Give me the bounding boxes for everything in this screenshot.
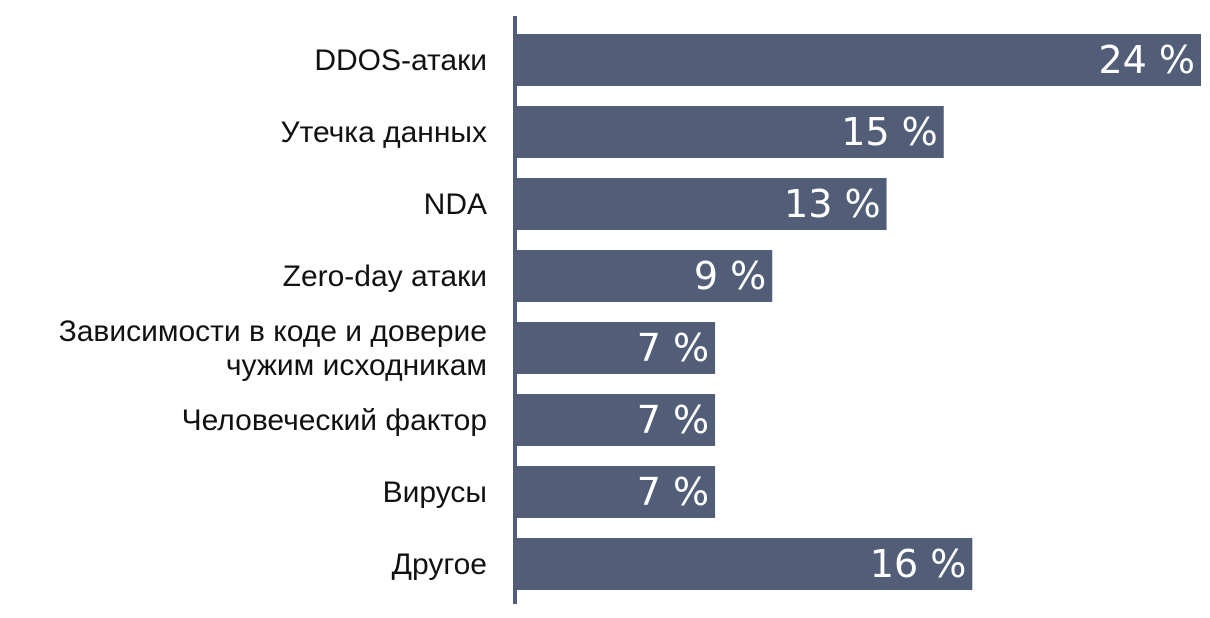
bar-5 bbox=[515, 322, 716, 374]
value-label-6: 7 % bbox=[637, 398, 709, 442]
value-label-4: 9 % bbox=[694, 254, 766, 298]
category-label-line: Человеческий фактор bbox=[182, 404, 487, 437]
category-label-line: чужим исходникам bbox=[226, 349, 487, 382]
category-label-5: Зависимости в коде и доверие чужим исходн… bbox=[59, 315, 487, 382]
category-label-8: Другое bbox=[392, 548, 487, 581]
value-label-3: 13 % bbox=[784, 182, 881, 226]
category-label-line: Зависимости в коде и доверие bbox=[59, 315, 487, 348]
bar-6 bbox=[515, 394, 716, 446]
category-label-4: Zero-day атаки bbox=[283, 260, 487, 293]
value-label-7: 7 % bbox=[637, 470, 709, 514]
category-label-3: NDA bbox=[424, 188, 487, 221]
category-label-line: DDOS-атаки bbox=[314, 44, 487, 77]
category-label-line: Вирусы bbox=[383, 476, 487, 509]
category-label-6: Человеческий фактор bbox=[182, 404, 487, 437]
category-label-line: NDA bbox=[424, 188, 487, 221]
value-label-2: 15 % bbox=[841, 110, 938, 154]
bar-4 bbox=[515, 250, 773, 302]
value-labels-group: 24 % 15 % 13 % 9 % 7 % 7 % 7 % 16 % bbox=[637, 38, 1195, 586]
category-labels-group: DDOS-атаки Утечка данных NDA Zero-day атаки… bbox=[59, 44, 487, 581]
bar-7 bbox=[515, 466, 716, 518]
value-label-5: 7 % bbox=[637, 326, 709, 370]
category-label-line: Другое bbox=[392, 548, 487, 581]
category-label-1: DDOS-атаки bbox=[314, 44, 487, 77]
bar-8 bbox=[515, 538, 973, 590]
category-label-line: Утечка данных bbox=[281, 116, 487, 149]
bar-2 bbox=[515, 106, 944, 158]
category-label-2: Утечка данных bbox=[281, 116, 487, 149]
bars-group bbox=[515, 34, 1201, 590]
bar-3 bbox=[515, 178, 887, 230]
value-label-1: 24 % bbox=[1098, 38, 1195, 82]
category-label-line: Zero-day атаки bbox=[283, 260, 487, 293]
value-label-8: 16 % bbox=[870, 542, 967, 586]
bar-1 bbox=[515, 34, 1201, 86]
category-label-7: Вирусы bbox=[383, 476, 487, 509]
